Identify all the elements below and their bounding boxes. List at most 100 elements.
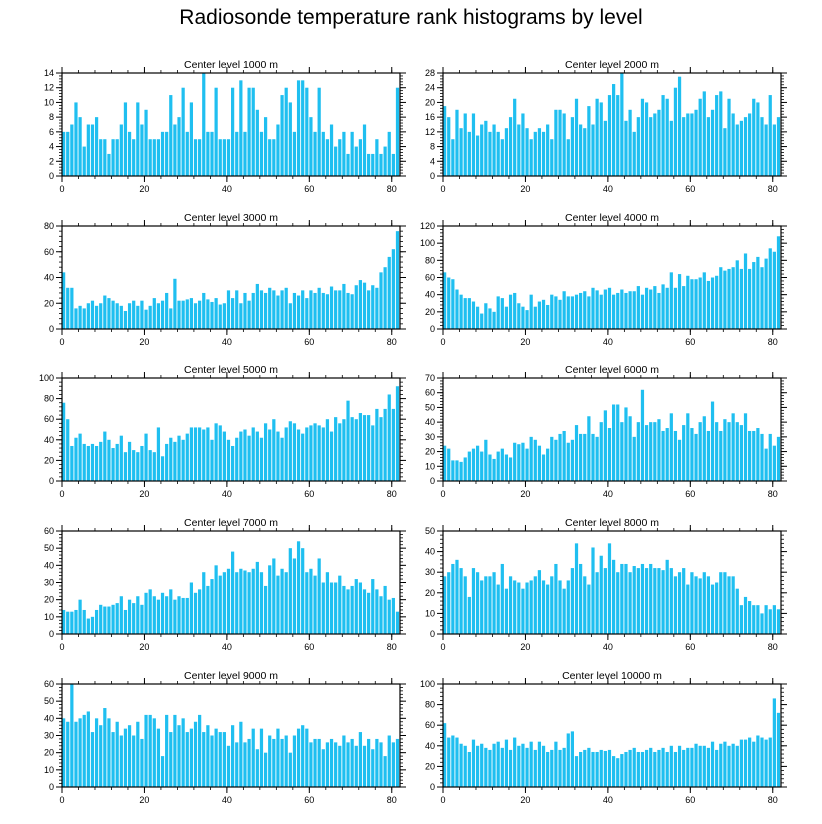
panel-3-bar: [723, 270, 727, 329]
panel-4-title: Center level 5000 m: [184, 364, 278, 376]
panel-8-bar: [395, 738, 400, 787]
panel-4-y-tick-label: 40: [44, 435, 54, 445]
panel-0-bar: [119, 124, 123, 176]
panel-2-bar: [226, 290, 231, 329]
panel-1-bar: [616, 95, 620, 176]
panel-5-bar: [727, 422, 731, 481]
panel-9-bar: [484, 747, 488, 787]
panel-2-bar: [288, 303, 292, 329]
panel-0-bar: [123, 102, 128, 176]
panel-5-bar: [550, 436, 554, 481]
panel-4-bar: [169, 437, 173, 481]
panel-8-bar: [156, 728, 161, 787]
panel-0-y-tick-label: 10: [44, 97, 54, 107]
panel-3-bar: [731, 267, 735, 329]
panel-2-bar: [218, 304, 222, 329]
panel-2-bar: [181, 300, 185, 329]
panel-9-x-tick-label: 40: [603, 795, 613, 805]
panel-4-bar: [362, 415, 367, 481]
panel-8-bar: [338, 745, 342, 787]
panel-4-bar: [173, 441, 177, 481]
panel-6-bar: [181, 597, 185, 634]
panel-9-bar: [669, 745, 673, 787]
panel-9-bar: [541, 745, 546, 787]
panel-2-bar: [222, 303, 226, 329]
panel-8-bar: [123, 728, 128, 787]
panel-9-bar: [537, 741, 542, 787]
panel-4-y-tick-label: 20: [44, 455, 54, 465]
panel-1-bar: [492, 124, 496, 176]
panel-2-bar: [165, 292, 169, 329]
panel-2-bar: [292, 292, 297, 329]
panel-8-bar: [387, 735, 391, 787]
panel-3-x-tick-label: 20: [520, 337, 530, 347]
panel-3-y-tick-label: 100: [420, 238, 435, 248]
panel-1-bar: [739, 120, 744, 176]
panel-2-bar: [235, 290, 239, 329]
panel-5-bar: [504, 454, 509, 481]
panel-3-bar: [529, 294, 533, 329]
panel-7-bar: [665, 559, 669, 634]
panel-1-bar: [480, 124, 484, 176]
panel-7-bar: [550, 576, 554, 634]
panel-9-bar: [521, 743, 525, 787]
panel-7-bar: [455, 559, 459, 634]
panel-0-bar: [280, 95, 284, 176]
panel-6-y-tick-label: 10: [44, 612, 54, 622]
panel-6-bar: [185, 597, 189, 634]
panel-0-bar: [62, 131, 66, 176]
panel-1-bar: [764, 124, 768, 176]
panel-5-y-tick-label: 40: [425, 417, 435, 427]
panel-0-x-tick-label: 80: [387, 184, 397, 194]
panel-3-bar: [776, 236, 781, 329]
panel-8-bar: [78, 718, 82, 787]
panel-3-bar: [719, 267, 723, 329]
panel-9-bar: [649, 747, 653, 787]
panel-5-bar: [595, 436, 599, 481]
panel-4-bar: [367, 415, 371, 481]
panel-6-bar: [313, 575, 317, 634]
panel-0-bar: [292, 131, 297, 176]
panel-7-bar: [488, 576, 492, 634]
panel-8-x-tick-label: 20: [139, 795, 149, 805]
panel-5-bar: [451, 460, 455, 481]
panel-1-bar: [710, 109, 715, 176]
panel-3-bar: [768, 248, 772, 329]
panel-9-y-tick-label: 40: [425, 741, 435, 751]
panel-9-bar: [529, 741, 533, 787]
panel-0-bar: [115, 139, 119, 176]
panel-1-bar: [677, 76, 682, 176]
panel-1-bar: [443, 106, 447, 176]
panel-1-bar: [715, 95, 719, 176]
panel-6-bar: [379, 596, 383, 634]
panel-8-bar: [350, 738, 354, 787]
panel-9-bar: [694, 743, 698, 787]
panel-5-bar: [537, 445, 542, 481]
panel-1-bar: [698, 98, 702, 176]
panel-5-bar: [603, 410, 607, 481]
panel-2-bar: [251, 292, 255, 329]
panel-4-bar: [301, 433, 305, 481]
panel-0-bar: [387, 131, 391, 176]
panel-2-bar: [140, 300, 144, 329]
panel-7-bar: [727, 576, 731, 634]
panel-2-bar: [334, 290, 338, 329]
panel-2-bar: [276, 295, 280, 329]
panel-8-bar: [202, 732, 206, 787]
panel-5-bar: [541, 454, 546, 481]
panel-4-bar: [251, 427, 255, 481]
panel-0-bar: [362, 124, 367, 176]
panel-1-bar: [644, 102, 649, 176]
panel-5-x-tick-label: 20: [520, 489, 530, 499]
panel-1-bar: [521, 113, 525, 176]
panel-1-bar: [562, 113, 566, 176]
panel-4-bar: [144, 433, 148, 481]
panel-5-x-tick-label: 40: [603, 489, 613, 499]
panel-6-bar: [387, 599, 391, 634]
panel-4-bar: [317, 425, 321, 481]
panel-8-bar: [276, 728, 280, 787]
panel-2-bar: [198, 300, 202, 329]
panel-2-bar: [354, 285, 358, 329]
panel-0-bar: [329, 124, 334, 176]
panel-8-bar: [165, 714, 169, 787]
